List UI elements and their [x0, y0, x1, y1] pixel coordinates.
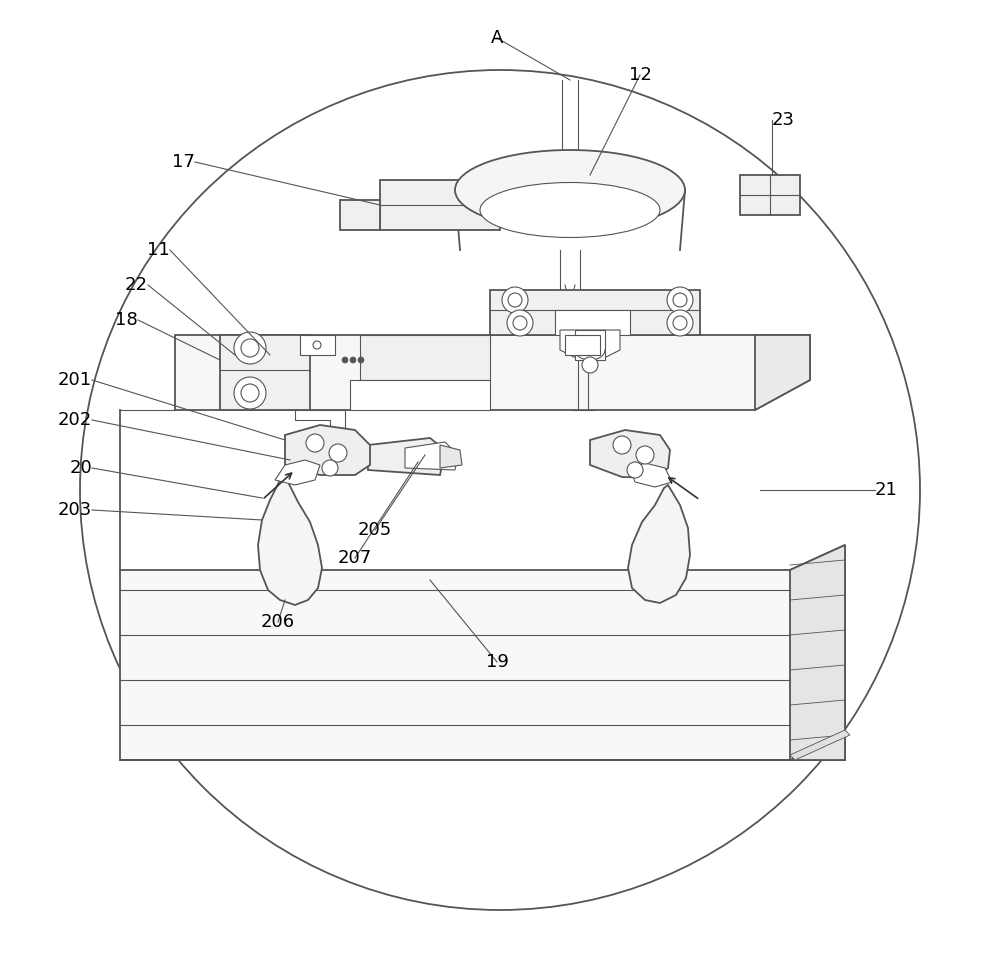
Polygon shape	[490, 290, 700, 335]
Text: 21: 21	[875, 481, 898, 499]
Circle shape	[342, 357, 348, 363]
Polygon shape	[220, 335, 310, 410]
Polygon shape	[350, 380, 490, 410]
Polygon shape	[740, 175, 800, 215]
Circle shape	[673, 293, 687, 307]
Circle shape	[673, 316, 687, 330]
Text: 203: 203	[58, 501, 92, 519]
Circle shape	[513, 316, 527, 330]
Polygon shape	[368, 438, 445, 475]
Polygon shape	[275, 460, 320, 485]
Text: 205: 205	[358, 521, 392, 539]
Text: 11: 11	[147, 241, 170, 259]
Circle shape	[234, 377, 266, 409]
Circle shape	[358, 357, 364, 363]
Polygon shape	[440, 445, 462, 468]
Circle shape	[313, 341, 321, 349]
Polygon shape	[285, 425, 370, 475]
Circle shape	[329, 444, 347, 462]
Text: 207: 207	[338, 549, 372, 567]
Circle shape	[508, 293, 522, 307]
Polygon shape	[360, 335, 490, 380]
Polygon shape	[755, 335, 810, 410]
Polygon shape	[295, 410, 345, 430]
Polygon shape	[790, 545, 845, 760]
Text: 18: 18	[115, 311, 138, 329]
Text: A: A	[491, 29, 503, 47]
Circle shape	[613, 436, 631, 454]
Circle shape	[241, 384, 259, 402]
Text: 23: 23	[772, 111, 795, 129]
Text: 22: 22	[125, 276, 148, 294]
Polygon shape	[340, 200, 380, 230]
Polygon shape	[628, 485, 690, 603]
Polygon shape	[575, 330, 605, 360]
Circle shape	[667, 287, 693, 313]
Polygon shape	[175, 335, 810, 410]
Circle shape	[627, 462, 643, 478]
Polygon shape	[405, 442, 458, 470]
Text: 12: 12	[629, 66, 651, 84]
Circle shape	[80, 70, 920, 910]
Ellipse shape	[480, 182, 660, 237]
Polygon shape	[555, 310, 630, 335]
Ellipse shape	[455, 150, 685, 230]
Circle shape	[507, 310, 533, 336]
Text: 20: 20	[69, 459, 92, 477]
Text: 17: 17	[172, 153, 195, 171]
Circle shape	[350, 357, 356, 363]
Circle shape	[667, 310, 693, 336]
Circle shape	[502, 287, 528, 313]
Text: 19: 19	[486, 653, 508, 671]
Circle shape	[234, 332, 266, 364]
Text: 201: 201	[58, 371, 92, 389]
Polygon shape	[258, 480, 322, 605]
Polygon shape	[380, 180, 500, 230]
Polygon shape	[565, 335, 600, 355]
Polygon shape	[590, 430, 670, 478]
Circle shape	[322, 460, 338, 476]
Circle shape	[582, 357, 598, 373]
Circle shape	[306, 434, 324, 452]
Polygon shape	[560, 330, 620, 360]
Text: 206: 206	[261, 613, 295, 631]
Polygon shape	[120, 545, 845, 760]
Polygon shape	[630, 463, 672, 487]
Circle shape	[241, 339, 259, 357]
Polygon shape	[790, 730, 850, 760]
Polygon shape	[300, 335, 335, 355]
Circle shape	[636, 446, 654, 464]
Text: 202: 202	[58, 411, 92, 429]
